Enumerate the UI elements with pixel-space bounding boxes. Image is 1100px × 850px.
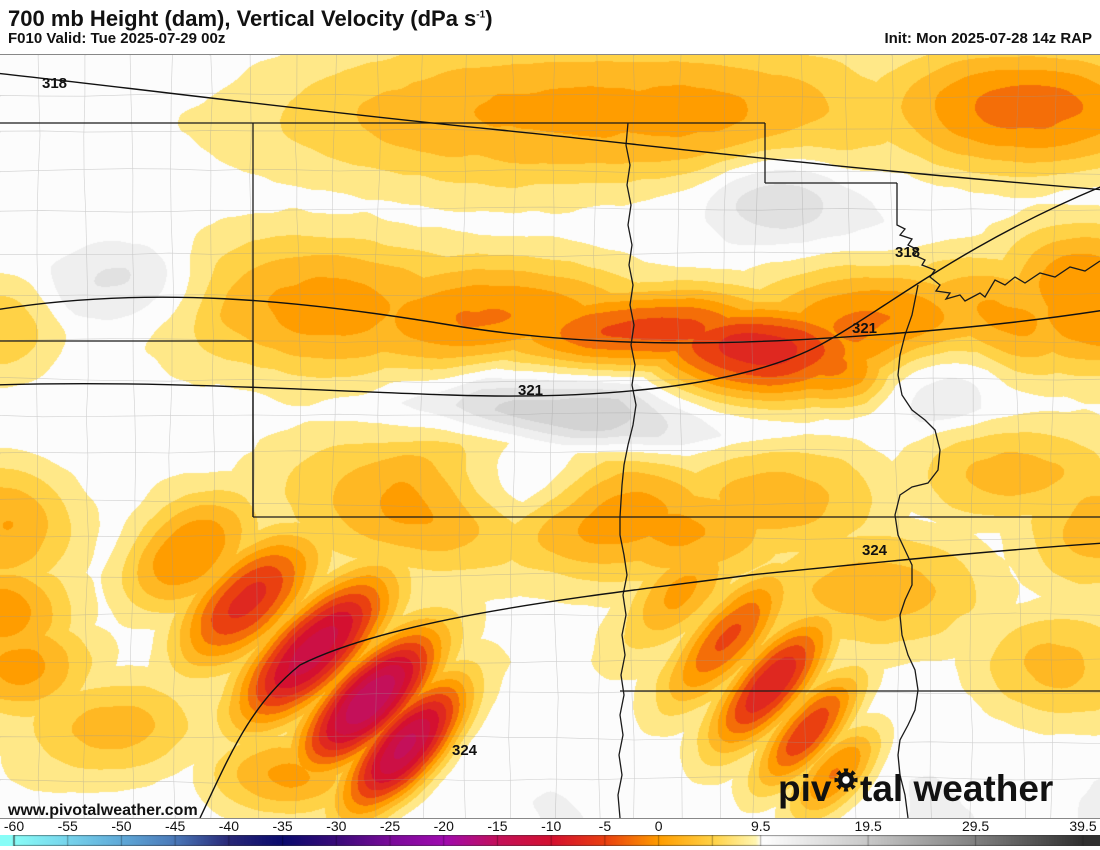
svg-text:9.5: 9.5 <box>751 818 771 834</box>
svg-text:-55: -55 <box>58 818 78 834</box>
svg-text:-15: -15 <box>487 818 507 834</box>
svg-text:29.5: 29.5 <box>962 818 989 834</box>
svg-text:318: 318 <box>895 244 920 261</box>
svg-text:-10: -10 <box>541 818 561 834</box>
svg-text:39.5: 39.5 <box>1069 818 1096 834</box>
svg-text:318: 318 <box>42 75 67 92</box>
svg-text:-30: -30 <box>326 818 346 834</box>
svg-text:321: 321 <box>852 320 877 337</box>
svg-text:324: 324 <box>862 542 888 559</box>
svg-text:-60: -60 <box>4 818 24 834</box>
svg-text:tal weather: tal weather <box>860 768 1053 809</box>
svg-text:0: 0 <box>655 818 663 834</box>
svg-text:321: 321 <box>518 382 543 399</box>
svg-text:piv: piv <box>778 768 832 809</box>
svg-text:-35: -35 <box>272 818 292 834</box>
svg-text:19.5: 19.5 <box>855 818 882 834</box>
svg-text:-25: -25 <box>380 818 400 834</box>
svg-text:-5: -5 <box>599 818 612 834</box>
svg-text:-45: -45 <box>165 818 185 834</box>
svg-text:-50: -50 <box>111 818 131 834</box>
svg-text:-20: -20 <box>434 818 454 834</box>
svg-text:324: 324 <box>452 742 478 759</box>
svg-text:-40: -40 <box>219 818 239 834</box>
